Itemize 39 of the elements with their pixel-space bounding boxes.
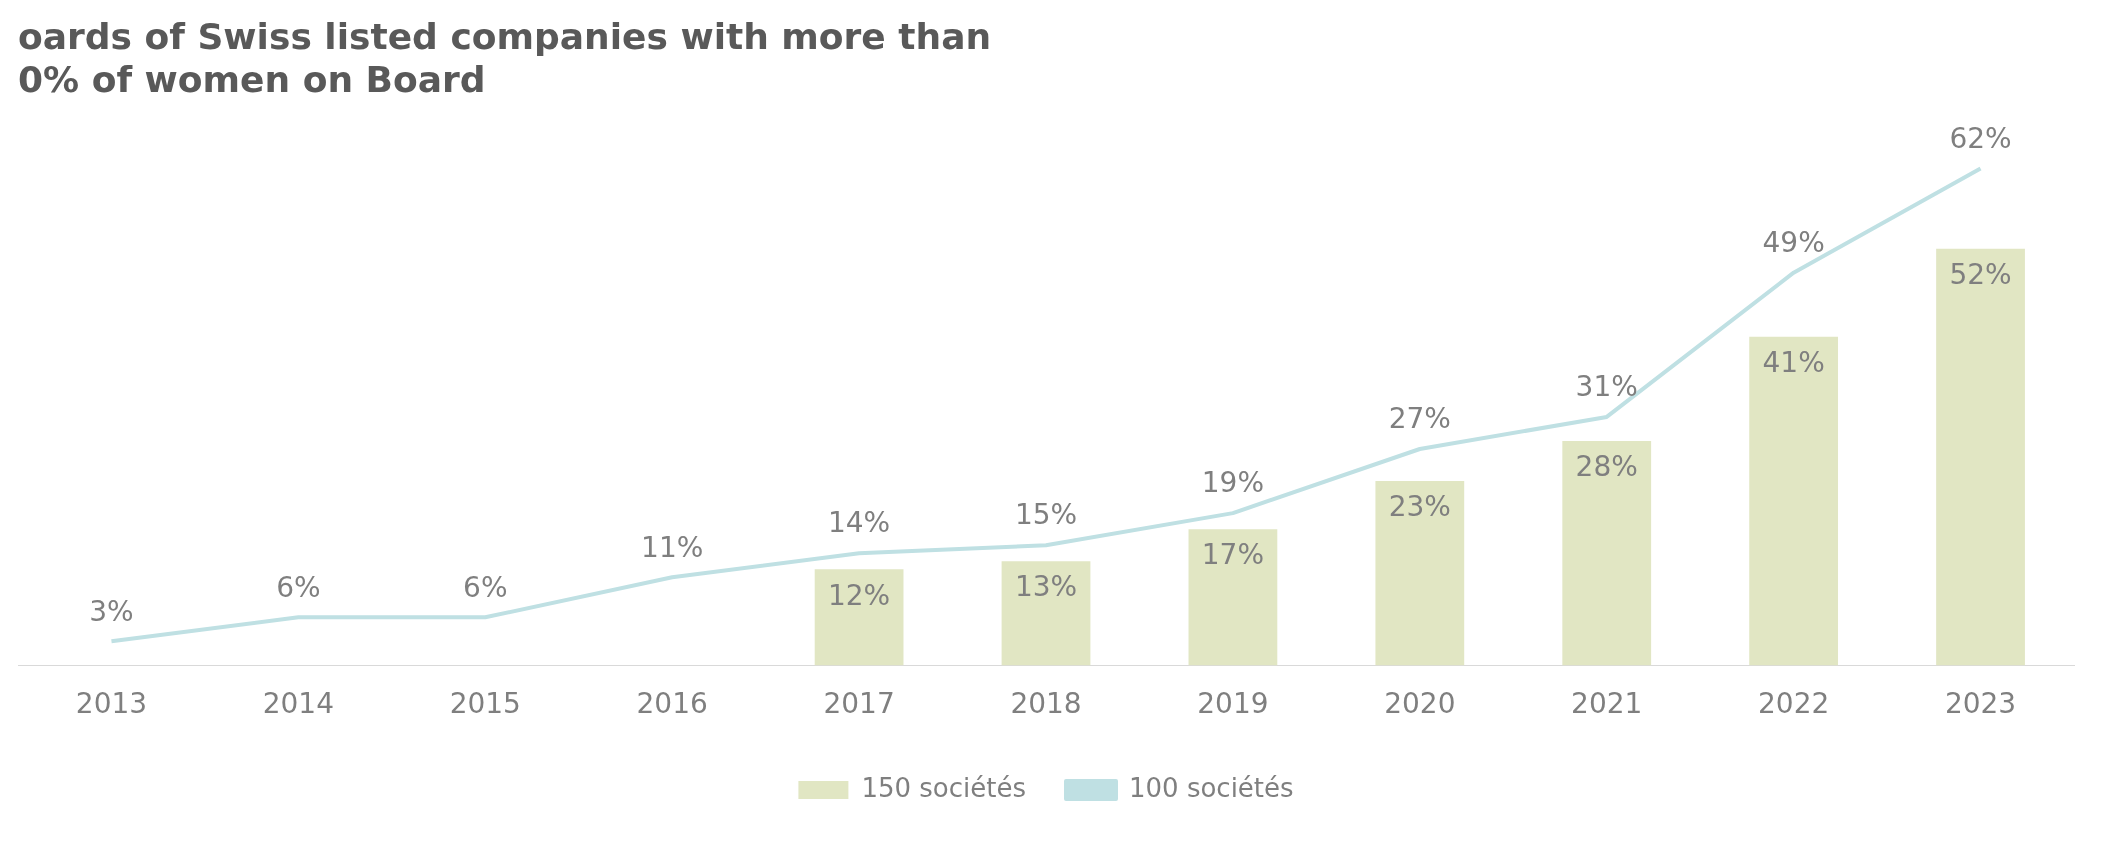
x-tick-label: 2016 — [636, 687, 708, 721]
data-label: 6% — [276, 570, 321, 604]
x-tick-label: 2015 — [449, 687, 521, 721]
data-label: 17% — [1201, 538, 1265, 572]
data-label: 11% — [641, 530, 704, 564]
data-label: 23% — [1388, 490, 1451, 524]
data-label: 19% — [1201, 466, 1265, 500]
data-label: 14% — [827, 506, 891, 540]
chart-title: oards of Swiss listed companies with more than 0% of women on Board — [18, 15, 992, 101]
legend-label: 150 sociétés — [861, 772, 1027, 803]
x-tick-label: 2014 — [262, 687, 334, 721]
bar — [1001, 561, 1091, 666]
data-label: 31% — [1575, 370, 1638, 404]
x-tick-label: 2013 — [75, 687, 148, 721]
data-label: 28% — [1575, 450, 1638, 484]
x-tick-label: 2018 — [1010, 687, 1082, 721]
x-tick-label: 2023 — [1944, 687, 2017, 721]
bar — [1936, 248, 2025, 666]
x-tick-label: 2017 — [823, 687, 895, 721]
data-label: 15% — [1014, 498, 1078, 532]
data-label: 49% — [1762, 225, 1825, 259]
data-label: 13% — [1014, 570, 1078, 604]
data-label: 12% — [827, 578, 891, 612]
legend-label: 100 sociétés — [1129, 772, 1294, 803]
bar — [1188, 529, 1278, 666]
bar — [814, 569, 904, 666]
x-tick-label: 2021 — [1571, 687, 1643, 721]
data-label: 3% — [89, 594, 134, 628]
x-tick-label: 2022 — [1758, 687, 1830, 721]
x-tick-label: 2019 — [1197, 687, 1269, 721]
bar — [1375, 481, 1465, 666]
data-label: 62% — [1949, 121, 2012, 155]
x-tick-label: 2020 — [1384, 687, 1456, 721]
data-label: 27% — [1388, 402, 1451, 436]
bar — [1749, 336, 1839, 666]
bar — [1562, 441, 1652, 666]
data-label: 52% — [1949, 257, 2012, 291]
data-label: 41% — [1762, 346, 1825, 380]
data-label: 6% — [463, 570, 508, 604]
